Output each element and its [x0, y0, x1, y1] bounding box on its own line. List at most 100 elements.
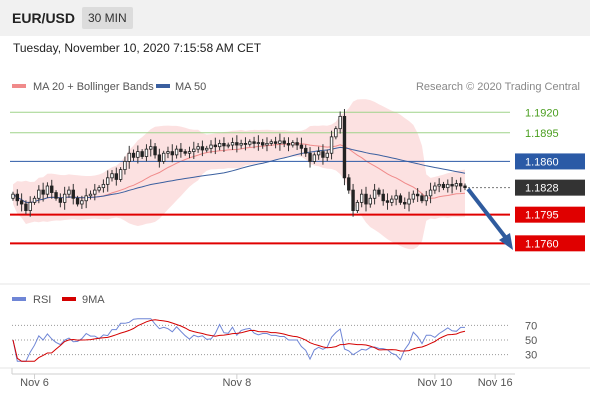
candle	[153, 143, 157, 159]
candle-body	[329, 136, 334, 154]
candle-body	[304, 147, 308, 154]
candle	[437, 178, 441, 193]
timeframe-badge[interactable]: 30 MIN	[82, 7, 133, 29]
candle-body	[359, 193, 364, 203]
candle-body	[260, 142, 265, 146]
candle	[170, 144, 174, 163]
candle-body	[286, 143, 291, 146]
candle	[106, 170, 110, 192]
level-badge-1.1795	[515, 206, 585, 223]
x-axis: Nov 6 Nov 8 Nov 10 Nov 16	[11, 368, 515, 389]
candle-body	[415, 193, 420, 197]
candle	[260, 138, 265, 149]
candle-body	[200, 146, 205, 151]
candle	[338, 111, 342, 134]
candle	[157, 148, 162, 168]
candle	[58, 193, 63, 208]
candle-body	[355, 201, 360, 211]
candle-body	[179, 148, 183, 152]
rsi-level-label: 30	[525, 350, 537, 362]
candle-body	[187, 151, 192, 154]
legend-label-9ma: 9MA	[82, 294, 105, 306]
candle	[459, 177, 463, 193]
candle-body	[192, 148, 196, 152]
candle-body	[32, 197, 37, 203]
candle-body	[19, 200, 24, 205]
candle-body	[256, 142, 261, 144]
candle-body	[428, 189, 433, 197]
candle	[239, 139, 243, 149]
moving-averages	[12, 143, 466, 203]
candle	[424, 190, 428, 206]
candle	[67, 186, 71, 198]
candle	[161, 150, 166, 164]
candle	[118, 167, 123, 182]
candle-body	[153, 146, 157, 156]
candle	[454, 179, 459, 190]
candle	[37, 185, 41, 204]
candle	[19, 193, 24, 212]
candle-body	[394, 195, 398, 200]
candle	[316, 146, 321, 160]
candle	[273, 136, 278, 149]
candle-body	[11, 193, 15, 199]
x-tick-label: Nov 16	[478, 377, 513, 389]
candle	[359, 189, 364, 208]
candle-body	[273, 141, 278, 144]
chart-datetime: Tuesday, November 10, 2020 7:15:58 AM CE…	[13, 41, 262, 55]
candle	[140, 149, 144, 159]
candle	[183, 149, 187, 156]
candle-body	[222, 143, 226, 147]
legend-label-ma20: MA 20 + Bollinger Bands	[33, 81, 154, 93]
candle-body	[381, 193, 385, 202]
candle	[342, 109, 347, 186]
candle-body	[88, 193, 93, 197]
rsi-legend: RSI 9MA	[12, 294, 105, 306]
x-tick-label: Nov 10	[417, 377, 452, 389]
candle-body	[67, 189, 71, 195]
candle	[149, 139, 153, 157]
candle-body	[80, 200, 84, 205]
candle-body	[24, 203, 28, 211]
candle-body	[114, 173, 119, 180]
candle-body	[58, 197, 63, 203]
candle-body	[364, 193, 368, 205]
currency-pair-title: EUR/USD	[12, 10, 76, 26]
candle	[282, 137, 286, 148]
candle	[394, 189, 398, 206]
candle-body	[196, 146, 200, 150]
candle	[351, 183, 355, 217]
candle-body	[127, 152, 131, 162]
candle-body	[235, 142, 239, 146]
candle	[312, 152, 317, 164]
candle-body	[278, 140, 282, 144]
candle	[192, 141, 196, 159]
bollinger-bands	[13, 99, 465, 250]
candle	[136, 145, 140, 164]
attribution: Research © 2020 Trading Central	[416, 81, 580, 93]
forecast-arrow-head	[499, 233, 513, 250]
candle-body	[226, 144, 230, 147]
candle-body	[252, 141, 256, 144]
candle	[407, 191, 411, 212]
candle-body	[239, 143, 243, 146]
candle-body	[243, 143, 248, 145]
price-levels: 1.1920 1.1895 1.1860 1.1828 1.1795 1.1760	[10, 107, 585, 252]
candle	[101, 179, 106, 193]
legend-swatch-ma20	[12, 84, 26, 88]
candle-body	[97, 187, 101, 191]
candle	[269, 139, 273, 146]
candle-body	[351, 189, 355, 211]
candle	[248, 139, 252, 147]
candle-body	[110, 173, 114, 179]
candle-body	[420, 195, 424, 202]
candle-body	[205, 147, 209, 151]
candle-body	[316, 151, 321, 156]
candle-body	[342, 115, 347, 179]
level-badge-1.1760	[515, 235, 585, 252]
candle	[75, 195, 80, 207]
candle	[41, 182, 45, 202]
candle-body	[334, 128, 338, 138]
candle-body	[144, 148, 149, 157]
candle	[15, 189, 19, 206]
